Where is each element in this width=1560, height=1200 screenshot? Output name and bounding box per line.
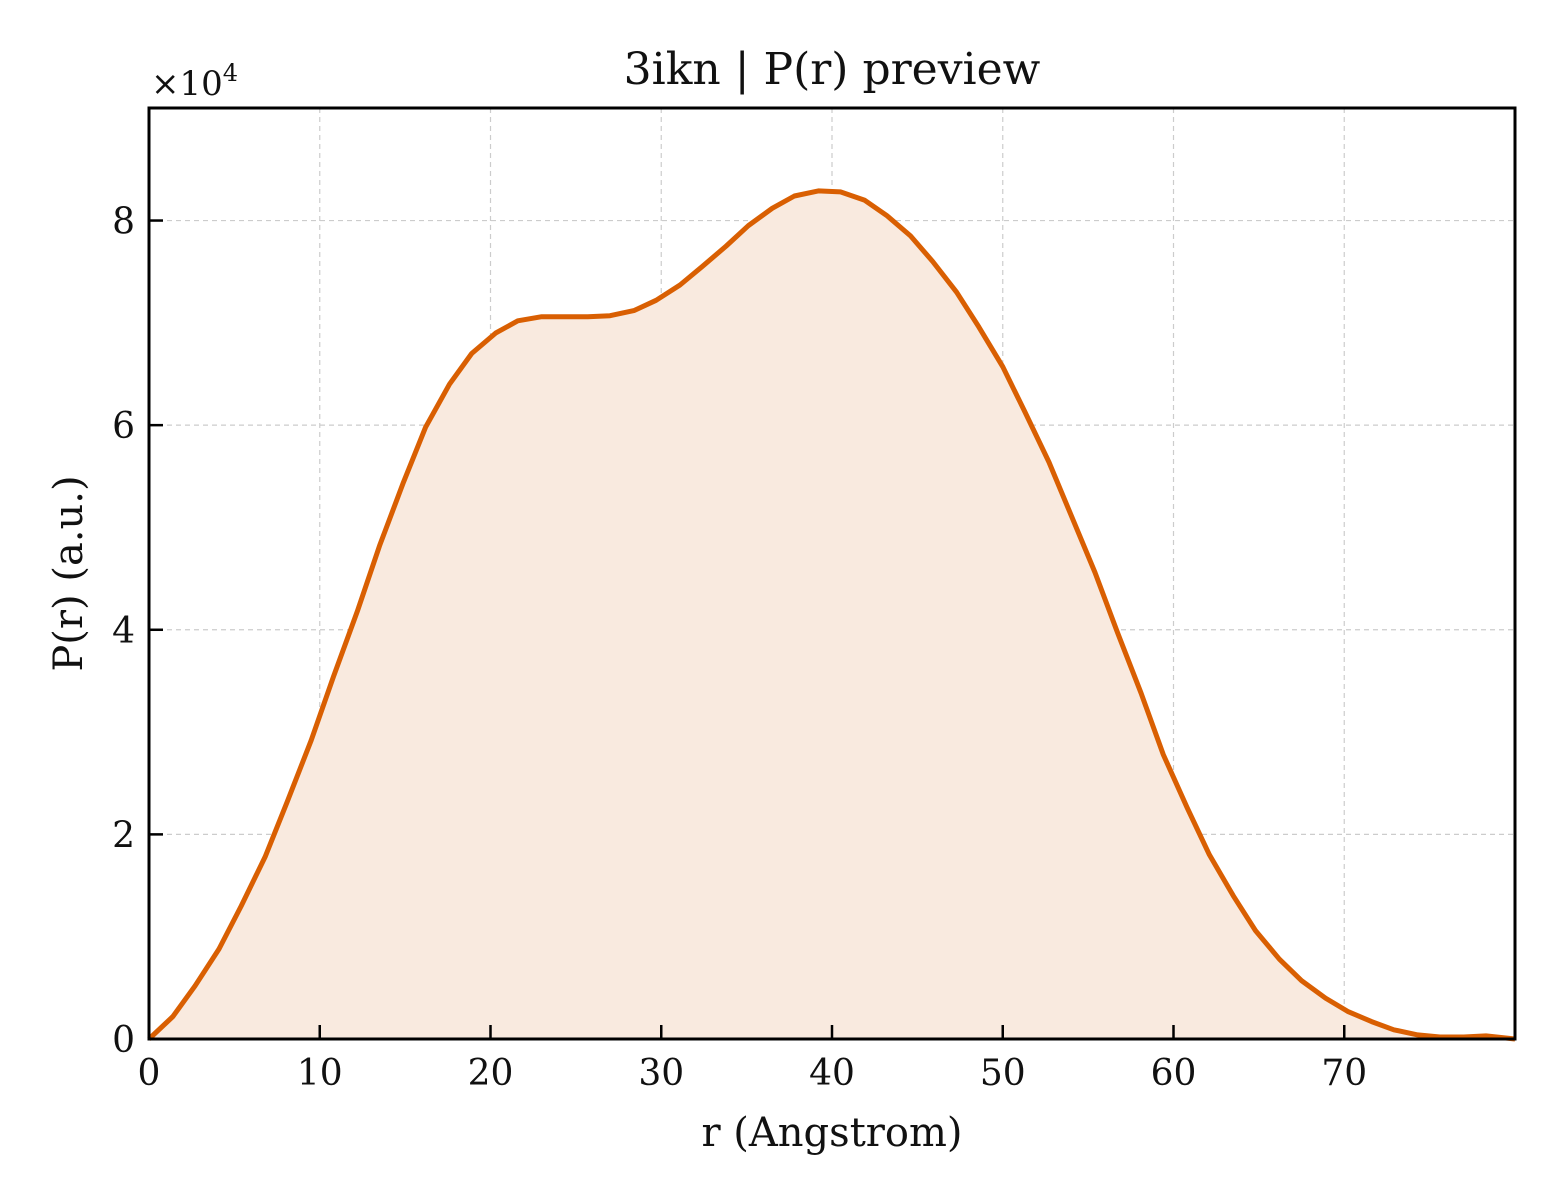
- x-tick-label: 30: [638, 1053, 684, 1094]
- y-multiplier-base: ×10: [151, 64, 223, 104]
- area-layer: [147, 188, 1516, 1042]
- x-tick-label: 60: [1151, 1053, 1197, 1094]
- x-tick-label: 10: [297, 1053, 343, 1094]
- y-tick-label: 2: [112, 815, 135, 856]
- x-tick-label: 70: [1321, 1053, 1367, 1094]
- pr-area-fill: [149, 190, 1515, 1039]
- y-axis-label: P(r) (a.u.): [46, 475, 92, 671]
- x-tick-label: 50: [980, 1053, 1026, 1094]
- tick-labels: 0 10 20 30 40 50 60 70 0 2 4 6 8: [112, 202, 1367, 1094]
- x-tick-label: 0: [138, 1053, 161, 1094]
- x-tick-label: 20: [468, 1053, 514, 1094]
- y-tick-label: 6: [112, 406, 135, 447]
- x-axis-label: r (Angstrom): [701, 1110, 962, 1156]
- y-tick-label: 4: [112, 611, 135, 652]
- y-multiplier-exponent: 4: [223, 59, 238, 87]
- chart-title: 3ikn | P(r) preview: [624, 44, 1041, 95]
- ticks: [147, 219, 1346, 1041]
- y-tick-label: 0: [112, 1020, 135, 1061]
- pr-curve-line: [147, 188, 1516, 1042]
- x-tick-label: 40: [809, 1053, 855, 1094]
- y-tick-label: 8: [112, 202, 135, 243]
- y-axis-multiplier: ×104: [151, 59, 238, 104]
